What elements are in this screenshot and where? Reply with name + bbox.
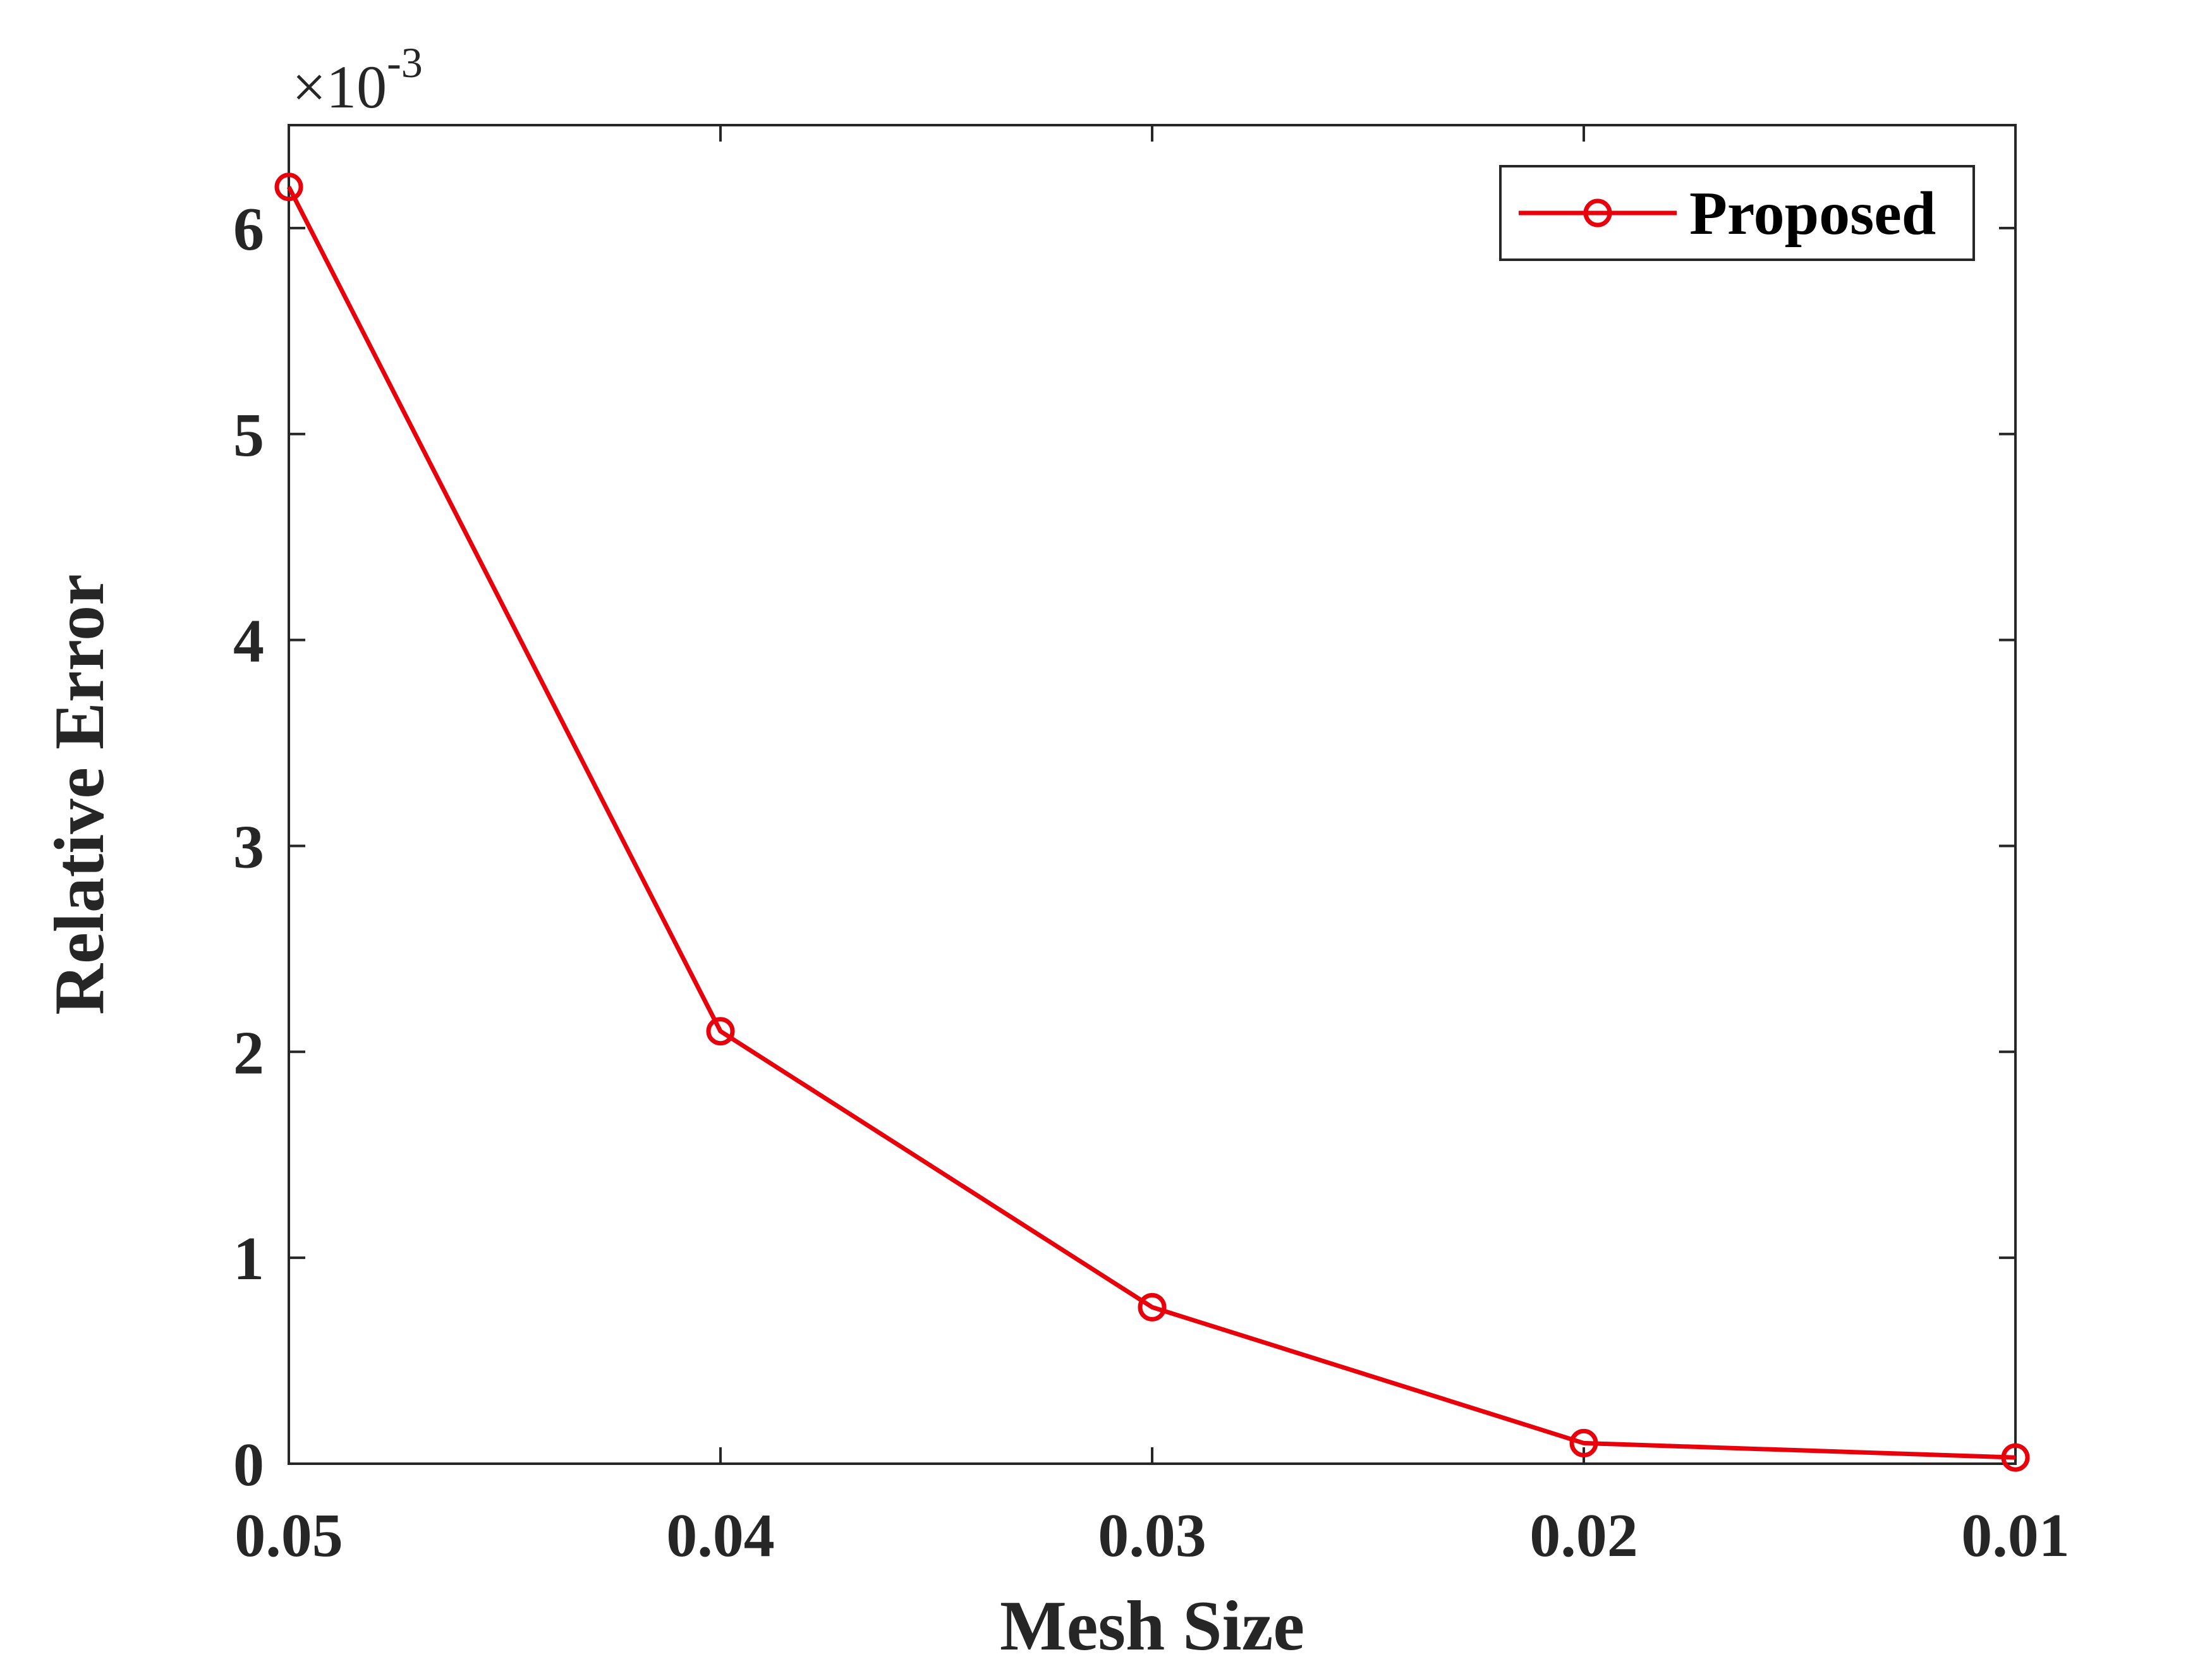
legend-label: Proposed — [1689, 179, 1936, 248]
y-tick-label: 0 — [233, 1431, 264, 1499]
data-point — [706, 1017, 735, 1046]
x-tick-label: 0.01 — [1961, 1502, 2070, 1570]
y-tick-label: 3 — [233, 813, 264, 881]
x-axis-title: Mesh Size — [1000, 1587, 1304, 1659]
y-tick-label: 4 — [233, 607, 264, 676]
y-exponent-prefix: ×10 — [292, 53, 387, 121]
series-layer — [274, 173, 2030, 1472]
data-point — [274, 173, 303, 202]
legend: Proposed — [1499, 165, 1975, 261]
x-tick-label: 0.02 — [1529, 1502, 1638, 1570]
y-exponent-label: ×10-3 — [292, 39, 423, 121]
data-point — [1138, 1292, 1167, 1322]
legend-marker — [1583, 198, 1612, 228]
ticks-layer: 0.05 0.04 0.03 0.02 0.01 0 1 2 3 4 5 6 — [233, 125, 2070, 1570]
y-tick-label: 5 — [233, 401, 264, 470]
series-line — [286, 186, 2016, 1460]
y-axis-title: Relative Error — [40, 574, 119, 1015]
y-tick-label: 1 — [233, 1225, 264, 1293]
y-tick-label: 6 — [233, 195, 264, 264]
x-tick-label: 0.04 — [666, 1502, 775, 1570]
x-tick-label: 0.05 — [234, 1502, 343, 1570]
plot-frame — [288, 124, 2017, 1465]
y-exponent-power: -3 — [387, 39, 423, 87]
data-point — [2001, 1443, 2030, 1472]
data-point — [1569, 1428, 1598, 1457]
x-tick-label: 0.03 — [1098, 1502, 1206, 1570]
y-tick-label: 2 — [233, 1019, 264, 1087]
